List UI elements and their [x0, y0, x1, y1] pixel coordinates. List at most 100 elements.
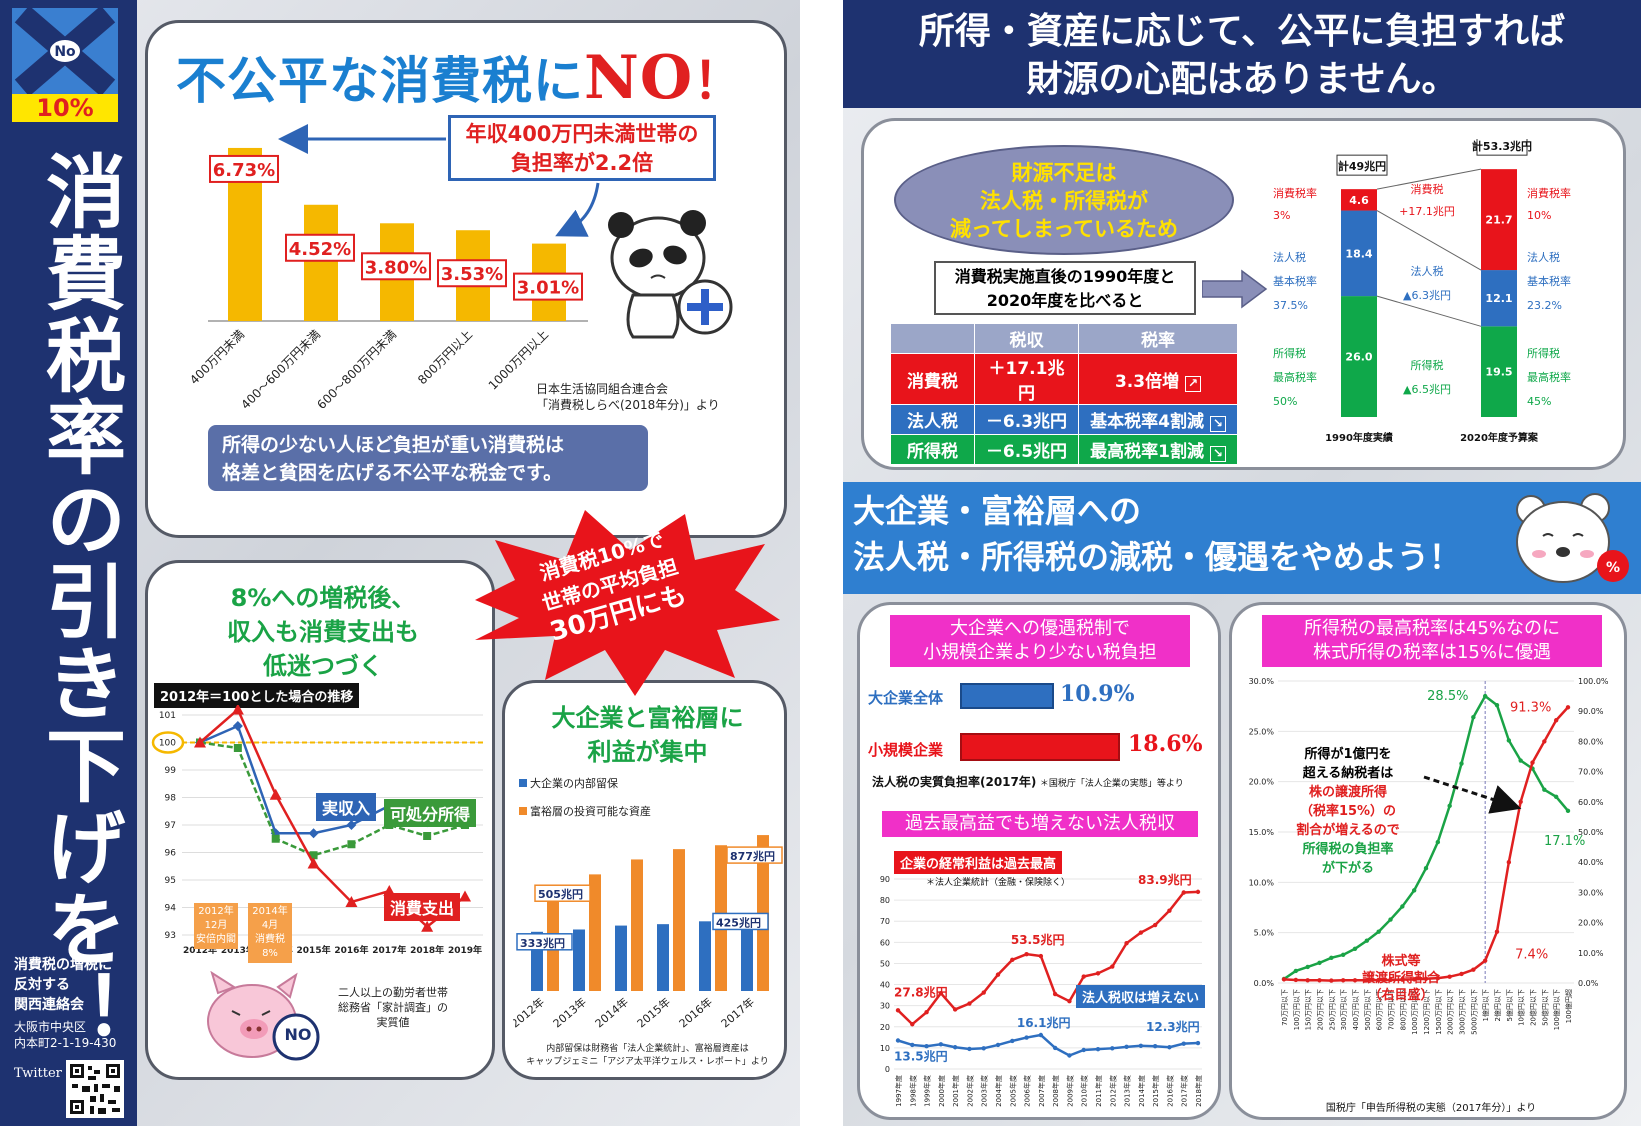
data-point [1400, 904, 1405, 909]
x-tick-label: 2億円以下 [1493, 989, 1502, 1021]
data-label-box [513, 272, 583, 301]
data-point [1124, 1044, 1129, 1050]
bar-small-company [960, 733, 1120, 761]
y-tick-label: 10 [880, 1044, 890, 1053]
income-source: 二人以上の勤労者世帯 総務省「家計調査」の 実質値 [338, 985, 448, 1030]
data-label: 877兆円 [730, 849, 775, 863]
x-tick-label: 2017年 [372, 944, 406, 956]
data-label: 6.73% [213, 160, 275, 181]
data-point [1423, 866, 1429, 871]
y-tick-label: 93 [165, 931, 176, 941]
data-label: 13.5兆円 [894, 1049, 948, 1064]
y-tick-label: 97 [165, 821, 176, 831]
y-tick-label: 98 [165, 794, 177, 804]
x-tick-label: 300万円以下 [1340, 989, 1348, 1030]
data-point [1565, 808, 1571, 814]
y-tick-label: 94 [165, 904, 177, 914]
x-tick-label: 2017年度 [1180, 1075, 1189, 1107]
corp-title-line1: 大企業への優遇税制で [950, 618, 1130, 639]
data-point [1340, 952, 1346, 958]
y-tick-label: 20.0% [1249, 778, 1275, 787]
y-tick-label: 5.0% [1254, 929, 1275, 938]
row-rate: 基本税率4割減 ↘ [1078, 404, 1238, 435]
income-tax-title: 所得税の最高税率は45%なのに 株式所得の税率は15%に優遇 [1262, 615, 1602, 667]
segment-label: 4.6 [1349, 194, 1369, 207]
data-label: 16.1兆円 [1017, 1015, 1071, 1030]
y-tick-label: 30.0% [1249, 677, 1275, 686]
category-label: 400万円未満 [187, 327, 247, 387]
data-point [1181, 1041, 1186, 1046]
data-point [1471, 967, 1476, 972]
profit-source-note: ＊法人企業統計（金融・保険除く） [926, 878, 1071, 888]
profit-label: 企業の経常利益は過去最高 [894, 851, 1063, 874]
segment-label: 21.7 [1485, 214, 1512, 227]
y-tick-label: 60 [880, 938, 890, 947]
data-point [1400, 977, 1405, 982]
value-large-company: 10.9% [1060, 681, 1135, 707]
profit-source-line2: キャップジェミニ「アジア太平洋ウェルス・レポート」より [526, 1057, 769, 1067]
x-tick-label: 400万円以下 [1352, 989, 1360, 1030]
x-tick-label: 2003年度 [980, 1075, 989, 1107]
data-point [459, 890, 471, 902]
y-tick-label: 99 [165, 766, 177, 776]
source-note: 日本生活協同組合連合会 「消費税しらべ(2018年分)」より [536, 381, 720, 413]
note2-line2: 4月 [261, 920, 279, 931]
side-label: 所得税 [1527, 346, 1560, 360]
data-label: 3.01% [517, 278, 579, 299]
qr-code-icon[interactable] [66, 1060, 124, 1118]
data-point [1138, 930, 1144, 935]
data-point [1364, 938, 1370, 943]
category-label: 2014年 [592, 995, 631, 1031]
side-label: 基本税率 [1273, 274, 1317, 288]
oval-line2: 法人税・所得税が [980, 189, 1148, 213]
bar [631, 859, 643, 991]
change-label: +17.1兆円 [1399, 205, 1455, 218]
category-label: 2013年 [550, 995, 589, 1031]
x-tick-label: 700万円以下 [1388, 989, 1396, 1030]
message-line1: 所得の少ない人ほど負担が重い消費税は [222, 434, 565, 456]
tax-composition-chart: 26.0 18.4 4.6 計49兆円 1990年度実績 19.5 12.1 21.7 計53.… [1273, 139, 1571, 444]
corporate-tax-panel: 大企業への優遇税制で 小規模企業より少ない税負担 大企業全体 10.9% 小規模… [857, 602, 1221, 1120]
data-label: 425兆円 [716, 915, 761, 929]
row-revenue: －6.3兆円 [974, 404, 1079, 435]
burst-shape [475, 510, 780, 696]
headline-a: 不公平な消費税に [176, 52, 584, 110]
profit-title-line2: 利益が集中 [587, 738, 708, 766]
data-point [1482, 693, 1488, 699]
cross-icon: No [12, 8, 118, 94]
x-tick-label: 100億円以下 [1552, 989, 1561, 1030]
note2-line1: 2014年 [252, 906, 288, 917]
row-rate: 最高税率1割減 ↘ [1078, 434, 1238, 465]
x-tick-label: 2004年度 [994, 1075, 1003, 1107]
income-tax-title-line1: 所得税の最高税率は45%なのに [1303, 618, 1560, 639]
total-label: 計49兆円 [1338, 159, 1386, 173]
data-point [1364, 978, 1370, 983]
revenue-panel: 財源不足は 法人税・所得税が 減ってしまっているため 消費税実施直後の1990年… [861, 118, 1626, 470]
row-rate-text: 基本税率4割減 [1090, 412, 1204, 432]
category-label: 1990年度実績 [1325, 431, 1393, 444]
header-revenue: 税収 [974, 323, 1079, 354]
segment-label: 18.4 [1345, 247, 1372, 260]
x-tick-label: 2014年度 [1137, 1075, 1146, 1107]
row-name: 所得税 [890, 434, 975, 465]
x-tick-label: 3000万円以下 [1459, 989, 1467, 1035]
y-tick-label: 10.0% [1249, 878, 1275, 887]
x-tick-label: 2010年度 [1080, 1075, 1089, 1107]
legend-consumption: 消費支出 [384, 893, 461, 921]
income-tax-callout: 所得が1億円を 超える納税者は 株の譲渡所得 （税率15%）の 割合が増えるので… [1282, 745, 1414, 878]
y-tick-label: 40 [880, 981, 890, 990]
data-label: 53.5兆円 [1011, 932, 1065, 947]
data-point [1553, 718, 1559, 723]
data-label-box [726, 846, 783, 864]
corp-note-source: ＊国税庁「法人企業の実態」等より [1039, 779, 1184, 789]
y-tick-label: 96 [165, 849, 177, 859]
y2-tick-label: 50.0% [1578, 828, 1604, 837]
data-point [1494, 702, 1500, 708]
income-chart-label: 2012年＝100とした場合の推移 [154, 683, 360, 708]
data-point [347, 840, 356, 849]
data-point [1293, 968, 1299, 974]
up-arrow-icon: ↗ [1185, 375, 1202, 392]
corporate-profit-chart: 0 10 20 30 40 50 60 70 80 90 1997年度 1998年度 1999年度 200… [880, 872, 1203, 1107]
row-rate-text: 最高税率1割減 [1090, 442, 1204, 462]
data-label-box [534, 884, 591, 902]
